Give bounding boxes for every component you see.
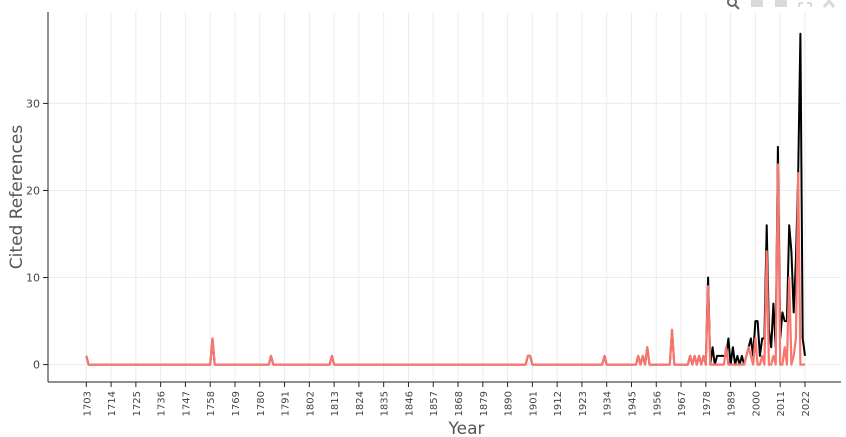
x-tick-label: 2022 (801, 391, 812, 416)
x-tick-label: 2000 (751, 391, 762, 416)
x-tick-label: 1780 (256, 391, 267, 416)
x-tick-label: 1736 (157, 391, 168, 416)
x-tick-label: 1989 (727, 391, 738, 416)
series-line-2 (85, 163, 805, 366)
x-tick-label: 1879 (479, 391, 490, 416)
zoom-in-icon[interactable] (750, 0, 764, 10)
x-tick-label: 1912 (553, 391, 564, 416)
x-tick-label: 1934 (603, 391, 614, 416)
y-tick-label: 10 (26, 272, 40, 285)
zoom-icon[interactable] (726, 0, 740, 10)
x-tick-label: 1703 (82, 391, 93, 416)
y-tick-label: 0 (33, 359, 40, 372)
x-tick-label: 1846 (404, 391, 415, 416)
series-line-1 (85, 32, 806, 366)
y-tick-label: 30 (26, 97, 40, 110)
axes: 0 10 20 30 1703 1714 1725 1736 1747 1758 1769 1780 1… (26, 12, 841, 416)
x-tick-label: 1967 (677, 391, 688, 416)
x-tick-label: 1945 (627, 391, 638, 416)
x-tick-label: 1802 (305, 391, 316, 416)
x-axis-label: Year (448, 419, 485, 437)
x-tick-label: 1835 (380, 391, 391, 416)
x-tick-label: 1956 (652, 391, 663, 416)
x-tick-label: 1857 (429, 391, 440, 416)
x-tick-label: 1725 (132, 391, 143, 416)
autoscale-icon[interactable] (798, 0, 812, 10)
grid-lines (48, 12, 841, 382)
x-tick-label: 1978 (702, 391, 713, 416)
y-axis-label: Cited References (7, 125, 27, 270)
x-tick-label: 1868 (454, 391, 465, 416)
x-tick-label: 1758 (206, 391, 217, 416)
zoom-out-icon[interactable] (774, 0, 788, 10)
x-tick-label: 2011 (776, 391, 787, 416)
x-tick-label: 1747 (181, 391, 192, 416)
x-tick-label: 1791 (281, 391, 292, 416)
series-lines (85, 32, 806, 366)
reset-axes-icon[interactable] (822, 0, 836, 10)
y-tick-label: 20 (26, 184, 40, 197)
x-tick-label: 1901 (528, 391, 539, 416)
chart-toolbar (726, 0, 836, 10)
x-tick-label: 1890 (504, 391, 515, 416)
x-tick-label: 1714 (107, 391, 118, 416)
x-tick-label: 1923 (578, 391, 589, 416)
x-tick-label: 1769 (231, 391, 242, 416)
x-tick-label: 1824 (355, 391, 366, 416)
x-tick-label: 1813 (330, 391, 341, 416)
